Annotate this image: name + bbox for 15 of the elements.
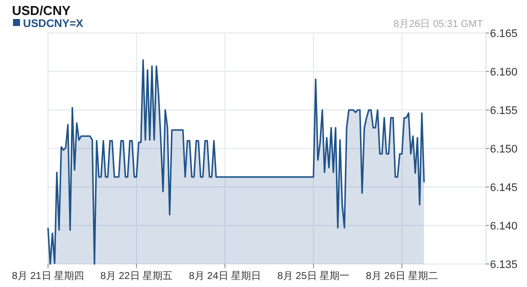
chart-title: USD/CNY [12,3,71,18]
y-tick-label: 6.145 [490,182,518,194]
y-tick-label: 6.165 [490,28,518,40]
y-tick-label: 6.140 [490,220,518,232]
legend-label: USDCNY=X [23,18,84,30]
x-tick-label: 8月 26日 星期二 [366,270,438,282]
x-tick-label: 8月 21日 星期四 [12,270,84,282]
x-tick-label: 8月 24日 星期日 [188,270,262,282]
y-tick-label: 6.155 [490,105,518,117]
text: 8月26日 05:31 GMT [394,19,483,30]
x-tick-label: 8月 22日 星期五 [100,270,173,282]
y-tick-label: 6.135 [490,259,518,271]
x-tick-label: 8月 25日 星期一 [277,270,350,282]
y-tick-label: 6.160 [490,66,518,78]
y-tick-label: 6.150 [490,144,518,156]
